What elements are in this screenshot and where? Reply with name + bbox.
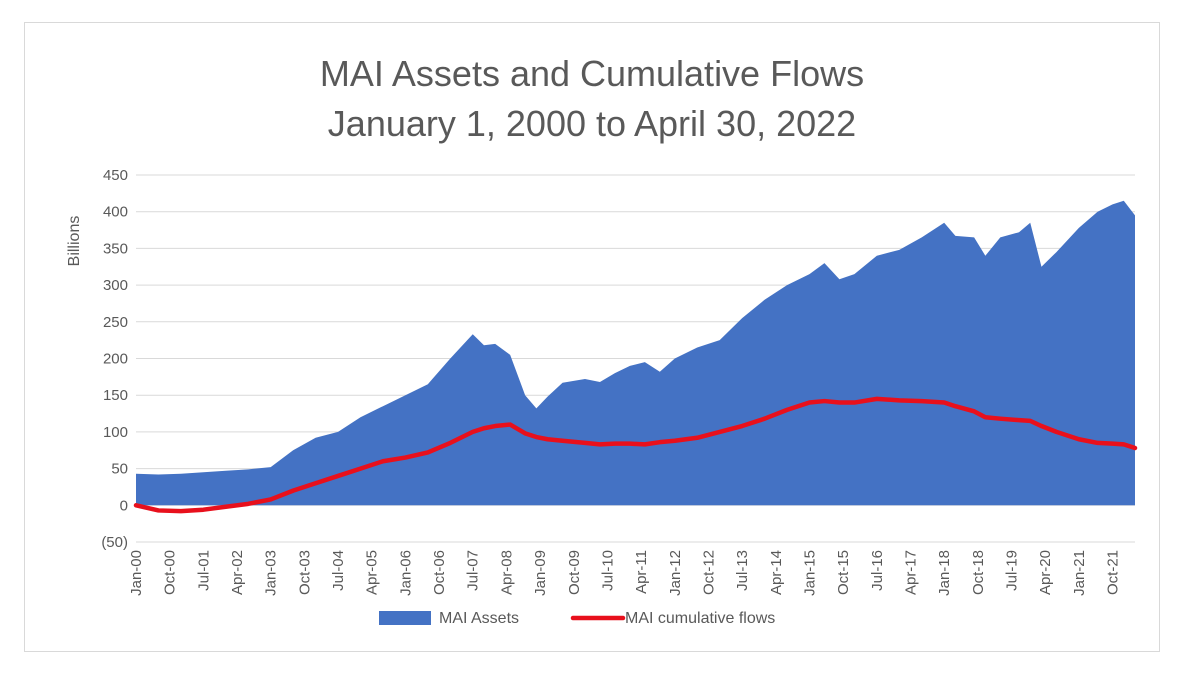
legend: MAI Assets MAI cumulative flows xyxy=(379,610,775,627)
x-tick-label: Jan-09 xyxy=(532,550,549,596)
x-axis-ticks: Jan-00 Oct-00 Jul-01 Apr-02 Jan-03 Oct-03 Jul-… xyxy=(128,550,1122,596)
y-tick-label: 200 xyxy=(103,351,128,368)
chart-frame: MAI Assets and Cumulative Flows January … xyxy=(24,22,1160,652)
x-tick-label: Jan-21 xyxy=(1071,550,1088,596)
chart-subtitle: January 1, 2000 to April 30, 2022 xyxy=(328,103,856,144)
x-tick-label: Jan-12 xyxy=(667,550,684,596)
x-tick-label: Oct-18 xyxy=(970,550,987,595)
x-tick-label: Jul-07 xyxy=(465,550,482,591)
y-axis-ticks: (50) 0 50 100 150 200 250 300 350 400 450 xyxy=(101,167,128,551)
x-tick-label: Apr-14 xyxy=(768,550,785,595)
legend-label-flows: MAI cumulative flows xyxy=(625,610,775,627)
assets-area-layer xyxy=(136,200,1135,506)
y-tick-label: 100 xyxy=(103,424,128,441)
x-tick-label: Jul-04 xyxy=(330,550,347,591)
y-tick-label: 50 xyxy=(111,461,128,478)
x-tick-label: Jul-16 xyxy=(869,550,886,591)
x-tick-label: Jan-18 xyxy=(936,550,953,596)
x-tick-label: Jan-15 xyxy=(801,550,818,596)
y-tick-label: 400 xyxy=(103,204,128,221)
legend-swatch-assets xyxy=(379,611,431,625)
x-tick-label: Apr-17 xyxy=(903,550,920,595)
y-tick-label: 350 xyxy=(103,240,128,257)
y-tick-label: 0 xyxy=(120,497,128,514)
x-tick-label: Oct-09 xyxy=(566,550,583,595)
y-tick-label: (50) xyxy=(101,534,128,551)
x-tick-label: Jan-06 xyxy=(397,550,414,596)
y-tick-label: 150 xyxy=(103,387,128,404)
y-axis-title: Billions xyxy=(66,216,83,267)
x-tick-label: Oct-03 xyxy=(296,550,313,595)
x-tick-label: Oct-12 xyxy=(700,550,717,595)
x-tick-label: Jul-10 xyxy=(599,550,616,591)
x-tick-label: Apr-05 xyxy=(364,550,381,595)
x-tick-label: Oct-15 xyxy=(835,550,852,595)
y-tick-label: 300 xyxy=(103,277,128,294)
x-tick-label: Jul-13 xyxy=(734,550,751,591)
legend-label-assets: MAI Assets xyxy=(439,610,519,627)
x-tick-label: Jan-00 xyxy=(128,550,145,596)
x-tick-label: Oct-06 xyxy=(431,550,448,595)
flows-line-layer xyxy=(133,396,1138,514)
flows-line xyxy=(133,396,1138,514)
x-tick-label: Jan-03 xyxy=(263,550,280,596)
y-tick-label: 450 xyxy=(103,167,128,184)
x-tick-label: Apr-02 xyxy=(229,550,246,595)
x-tick-label: Jul-01 xyxy=(195,550,212,591)
x-tick-label: Oct-21 xyxy=(1105,550,1122,595)
x-tick-label: Apr-11 xyxy=(633,550,650,594)
chart-canvas: MAI Assets and Cumulative Flows January … xyxy=(66,53,1138,627)
x-tick-label: Jul-19 xyxy=(1004,550,1021,591)
x-tick-label: Oct-00 xyxy=(162,550,179,595)
assets-area xyxy=(136,200,1135,506)
x-tick-label: Apr-08 xyxy=(498,550,515,595)
x-tick-label: Apr-20 xyxy=(1037,550,1054,595)
y-tick-label: 250 xyxy=(103,314,128,331)
chart-title: MAI Assets and Cumulative Flows xyxy=(320,53,864,94)
